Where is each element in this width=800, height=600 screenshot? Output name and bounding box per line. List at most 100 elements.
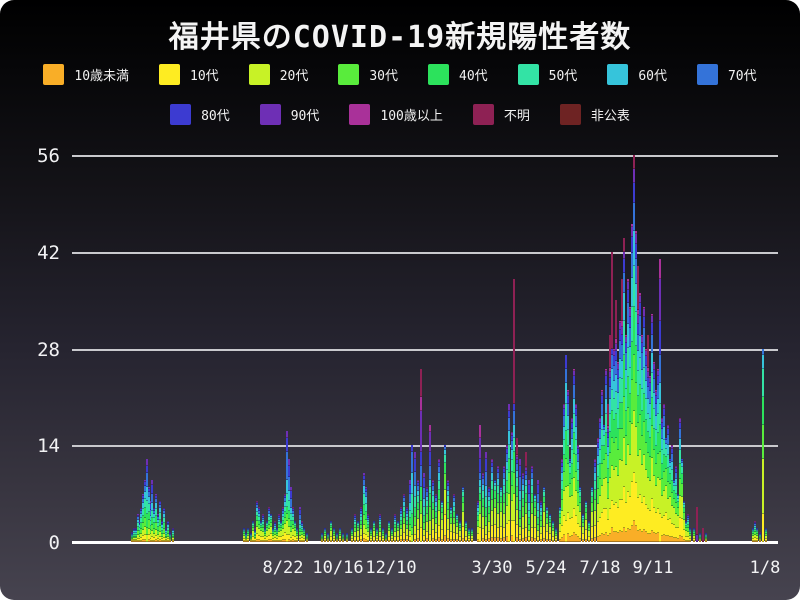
bar-segment-10代 <box>651 498 653 531</box>
bar-segment-100歳以上 <box>615 338 617 344</box>
bar-segment-80代 <box>549 514 551 516</box>
bar-segment-50代 <box>301 527 303 530</box>
bar-segment-30代 <box>151 524 153 531</box>
bar-segment-50代 <box>148 503 150 513</box>
bar-segment-10歳未満 <box>379 540 381 542</box>
bar-segment-20代 <box>665 486 667 513</box>
bar-segment-100歳以上 <box>506 445 508 447</box>
bar-segment-20代 <box>588 531 590 537</box>
bar-segment-30代 <box>367 528 369 533</box>
bar-segment-70代 <box>135 530 137 532</box>
bar-segment-60代 <box>406 513 408 517</box>
bar-segment-30代 <box>513 472 515 494</box>
bar-segment-20代 <box>468 535 470 539</box>
bar <box>494 479 496 542</box>
bar-segment-90代 <box>609 372 611 379</box>
bar-segment-90代 <box>491 460 493 463</box>
bar-segment-70代 <box>567 403 569 416</box>
bar-segment-40代 <box>471 532 473 534</box>
bar <box>444 445 446 542</box>
bar-segment-30代 <box>637 423 639 457</box>
bar-segment-100歳以上 <box>657 369 659 372</box>
bar-segment-10代 <box>759 540 761 541</box>
bar-segment-30代 <box>569 483 571 498</box>
bar-segment-50代 <box>276 531 278 533</box>
bar-segment-80代 <box>376 528 378 530</box>
bar-segment-40代 <box>605 433 607 454</box>
bar-segment-40代 <box>330 525 332 529</box>
bar-segment-40代 <box>447 503 449 511</box>
bar-segment-80代 <box>243 528 245 530</box>
bar <box>161 521 163 542</box>
bar-segment-10代 <box>671 523 673 538</box>
bar-segment-80代 <box>597 442 599 448</box>
bar-segment-80代 <box>382 528 384 530</box>
bar-segment-60代 <box>506 461 508 471</box>
bar-segment-10代 <box>363 533 365 540</box>
bar-segment-20代 <box>575 490 577 516</box>
bar-segment-100歳以上 <box>625 334 627 337</box>
bar-segment-40代 <box>388 525 390 529</box>
bar-segment-40代 <box>617 428 619 451</box>
bar-segment-60代 <box>641 369 643 389</box>
bar-segment-20代 <box>765 535 767 539</box>
bar-segment-10代 <box>629 497 631 531</box>
bar-segment-50代 <box>153 518 155 524</box>
bar-segment-70代 <box>653 378 655 393</box>
bar-segment-30代 <box>617 450 619 476</box>
bar-segment-10代 <box>597 522 599 537</box>
bar-segment-10代 <box>342 540 344 541</box>
bar-segment-30代 <box>357 528 359 532</box>
bar-segment-10歳未満 <box>346 541 348 542</box>
bar-segment-50代 <box>651 373 653 399</box>
bar-segment-30代 <box>385 538 387 539</box>
bar-segment-70代 <box>683 501 685 503</box>
bar-segment-100歳以上 <box>488 486 490 488</box>
bar-segment-100歳以上 <box>567 390 569 392</box>
bar-segment-40代 <box>172 534 174 537</box>
bar-segment-50代 <box>607 456 609 469</box>
bar-segment-10歳未満 <box>471 541 473 542</box>
bar-segment-10代 <box>354 536 356 541</box>
bar-segment-90代 <box>165 528 167 530</box>
legend-label: 70代 <box>727 69 757 84</box>
bar-segment-60代 <box>370 530 372 532</box>
bar-segment-100歳以上 <box>360 507 362 509</box>
bar-segment-30代 <box>561 499 563 512</box>
bar-segment-10代 <box>477 534 479 540</box>
bar-segment-40代 <box>552 525 554 529</box>
bar-segment-60代 <box>280 523 282 525</box>
bar-segment-20代 <box>397 531 399 537</box>
bar-segment-50代 <box>140 518 142 524</box>
bar-segment-90代 <box>639 295 641 304</box>
bar-segment-10代 <box>169 540 171 541</box>
bar-segment-60代 <box>543 489 545 493</box>
bar-segment-20代 <box>591 512 593 527</box>
bar-segment-30代 <box>549 523 551 528</box>
bar-segment-10歳未満 <box>699 541 701 542</box>
bar-segment-30代 <box>503 503 505 514</box>
bar-segment-60代 <box>247 530 249 532</box>
bar-segment-10歳未満 <box>531 538 533 542</box>
bar-segment-10代 <box>447 530 449 539</box>
bar-segment-40代 <box>537 518 539 525</box>
bar-segment-100歳以上 <box>394 514 396 516</box>
legend-label: 100歳以上 <box>380 109 443 124</box>
bar-segment-60代 <box>414 486 416 498</box>
bar-segment-20代 <box>683 519 685 531</box>
bar-segment-90代 <box>409 479 411 485</box>
legend-swatch-100歳以上 <box>349 104 371 125</box>
bar <box>651 314 653 542</box>
bar-segment-20代 <box>290 532 292 538</box>
bar-segment-10歳未満 <box>296 541 298 542</box>
bar <box>365 486 367 542</box>
bar-segment-90代 <box>613 350 615 357</box>
bar-segment-70代 <box>254 531 256 533</box>
bar-segment-50代 <box>645 398 647 421</box>
bar-segment-20代 <box>385 539 387 540</box>
bar-segment-90代 <box>506 446 508 450</box>
bar <box>653 362 655 542</box>
bar-segment-80代 <box>142 495 144 499</box>
bar-segment-100歳以上 <box>268 507 270 509</box>
bar-segment-40代 <box>394 525 396 529</box>
